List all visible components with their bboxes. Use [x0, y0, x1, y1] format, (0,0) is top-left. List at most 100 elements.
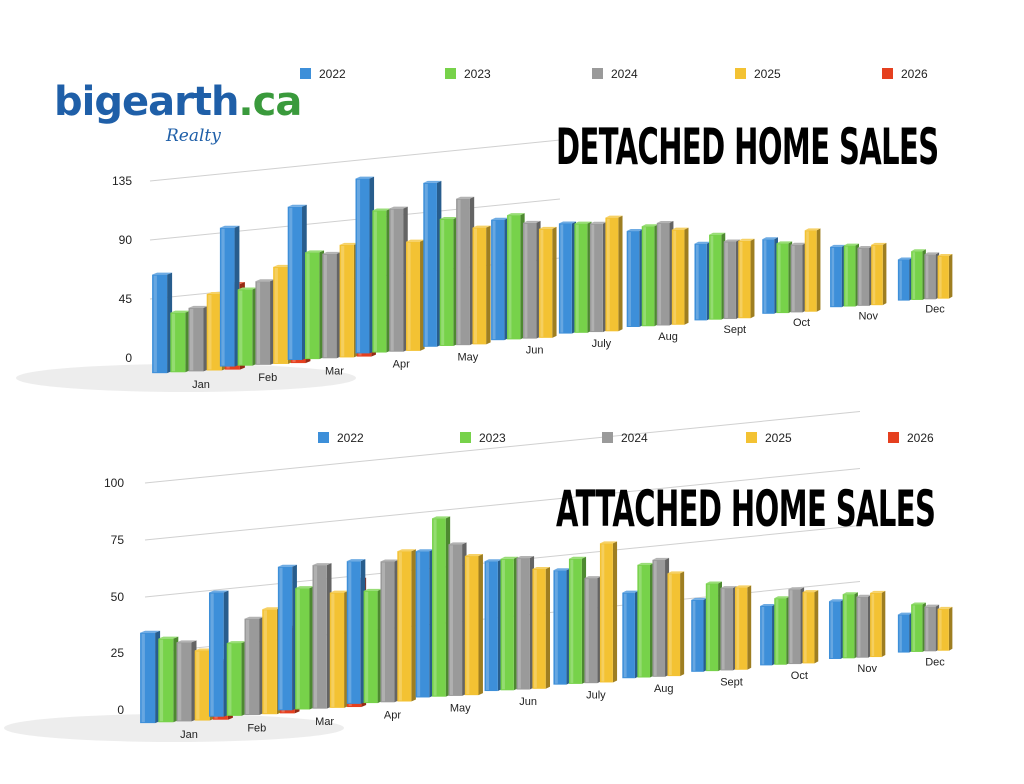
bar-top [507, 213, 525, 216]
bar-front [507, 215, 521, 340]
bar-2024-Nov [856, 594, 872, 658]
bar-highlight [540, 229, 544, 337]
bar-highlight [899, 615, 902, 652]
bar-2024-Mar [322, 251, 342, 359]
bar-top [491, 217, 509, 220]
bar-top [828, 599, 845, 602]
legend-label-2023: 2023 [479, 431, 506, 445]
bar-highlight [806, 231, 809, 311]
legend-label-2022: 2022 [319, 67, 346, 81]
x-tick-label-Mar: Mar [315, 716, 334, 728]
bar-front [532, 568, 546, 689]
bar-front [924, 254, 936, 300]
bar-highlight [228, 644, 232, 715]
logo-text-part2: .ca [238, 79, 302, 125]
bar-2024-Aug [656, 221, 674, 326]
bar-2025-Oct [804, 228, 821, 312]
bar-front [304, 252, 320, 360]
legend-swatch-2024 [602, 432, 613, 443]
bar-highlight [306, 253, 310, 359]
bar-top [790, 242, 807, 245]
y-tick-label: 90 [119, 233, 133, 247]
bar-highlight [390, 209, 394, 351]
bar-front [897, 259, 910, 301]
bar-top [720, 586, 737, 589]
bar-top [262, 607, 282, 610]
bar-top [897, 612, 913, 615]
bigearth-logo: bigearth.ca [54, 79, 302, 125]
y-tick-label: 50 [111, 590, 125, 604]
bar-2023-Jan [158, 636, 179, 723]
x-tick-label-July: July [592, 338, 612, 350]
bar-side [814, 590, 819, 664]
bar-front [804, 230, 817, 312]
bar-2024-Jun [522, 220, 541, 339]
bar-top [843, 243, 860, 246]
bar-2022-Oct [760, 603, 776, 666]
chart-title-attached: ATTACHED HOME SALES [556, 480, 936, 538]
bar-2025-July [599, 541, 618, 683]
bar-top [723, 239, 740, 242]
x-tick-label-Dec: Dec [925, 303, 945, 315]
bar-top [589, 221, 608, 224]
bar-top [709, 232, 726, 235]
bar-front [516, 558, 530, 690]
gridline [149, 198, 561, 241]
bar-2025-Sept [738, 238, 755, 319]
bar-front [790, 244, 803, 313]
bar-front [140, 632, 156, 724]
bar-highlight [398, 552, 402, 701]
bar-highlight [508, 216, 512, 339]
bar-highlight [858, 248, 862, 305]
bar-highlight [739, 241, 743, 318]
bar-top [788, 587, 805, 590]
bar-top [622, 590, 639, 593]
bar-front [406, 241, 421, 351]
bar-top [244, 616, 265, 619]
bar-front [464, 556, 479, 696]
bar-2022-Jun [491, 217, 509, 341]
bar-front [671, 229, 685, 325]
bar-top [312, 563, 332, 566]
bar-highlight [449, 545, 453, 695]
bar-highlight [763, 240, 767, 313]
legend-swatch-2026 [882, 68, 893, 79]
bar-2022-Sept [694, 241, 711, 321]
bar-top [472, 225, 491, 228]
bar-highlight [673, 230, 677, 324]
bar-front [705, 583, 719, 672]
bar-front [329, 592, 345, 708]
bar-2025-Dec [937, 606, 953, 651]
logo-text-part1: bigearth [54, 79, 239, 125]
bar-highlight [912, 252, 916, 299]
legend-swatch-2023 [460, 432, 471, 443]
bar-top [255, 279, 275, 282]
bar-front [762, 239, 775, 314]
gridline [144, 411, 861, 484]
bar-highlight [501, 559, 505, 690]
bar-side [552, 226, 557, 338]
bar-front [738, 240, 751, 319]
gridline [149, 139, 561, 182]
bar-front [553, 570, 567, 685]
bar-2023-Aug [641, 224, 659, 327]
bar-top [329, 590, 349, 593]
bar-front [857, 247, 870, 306]
bar-front [372, 210, 387, 353]
bar-top [219, 225, 240, 228]
bar-highlight [601, 544, 605, 682]
bar-front [652, 559, 666, 677]
bar-front [709, 234, 722, 320]
x-tick-label-July: July [586, 690, 606, 702]
bar-2024-Jan [176, 640, 197, 722]
bar-highlight [196, 651, 200, 720]
legend-label-2024: 2024 [621, 431, 648, 445]
bar-top [538, 226, 557, 229]
x-tick-label-Apr: Apr [384, 709, 401, 721]
bar-front [626, 231, 640, 327]
bar-front [937, 608, 949, 651]
bar-top [574, 221, 592, 224]
bar-highlight [871, 593, 875, 657]
bar-2022-July [558, 221, 577, 334]
bar-front [170, 312, 186, 373]
